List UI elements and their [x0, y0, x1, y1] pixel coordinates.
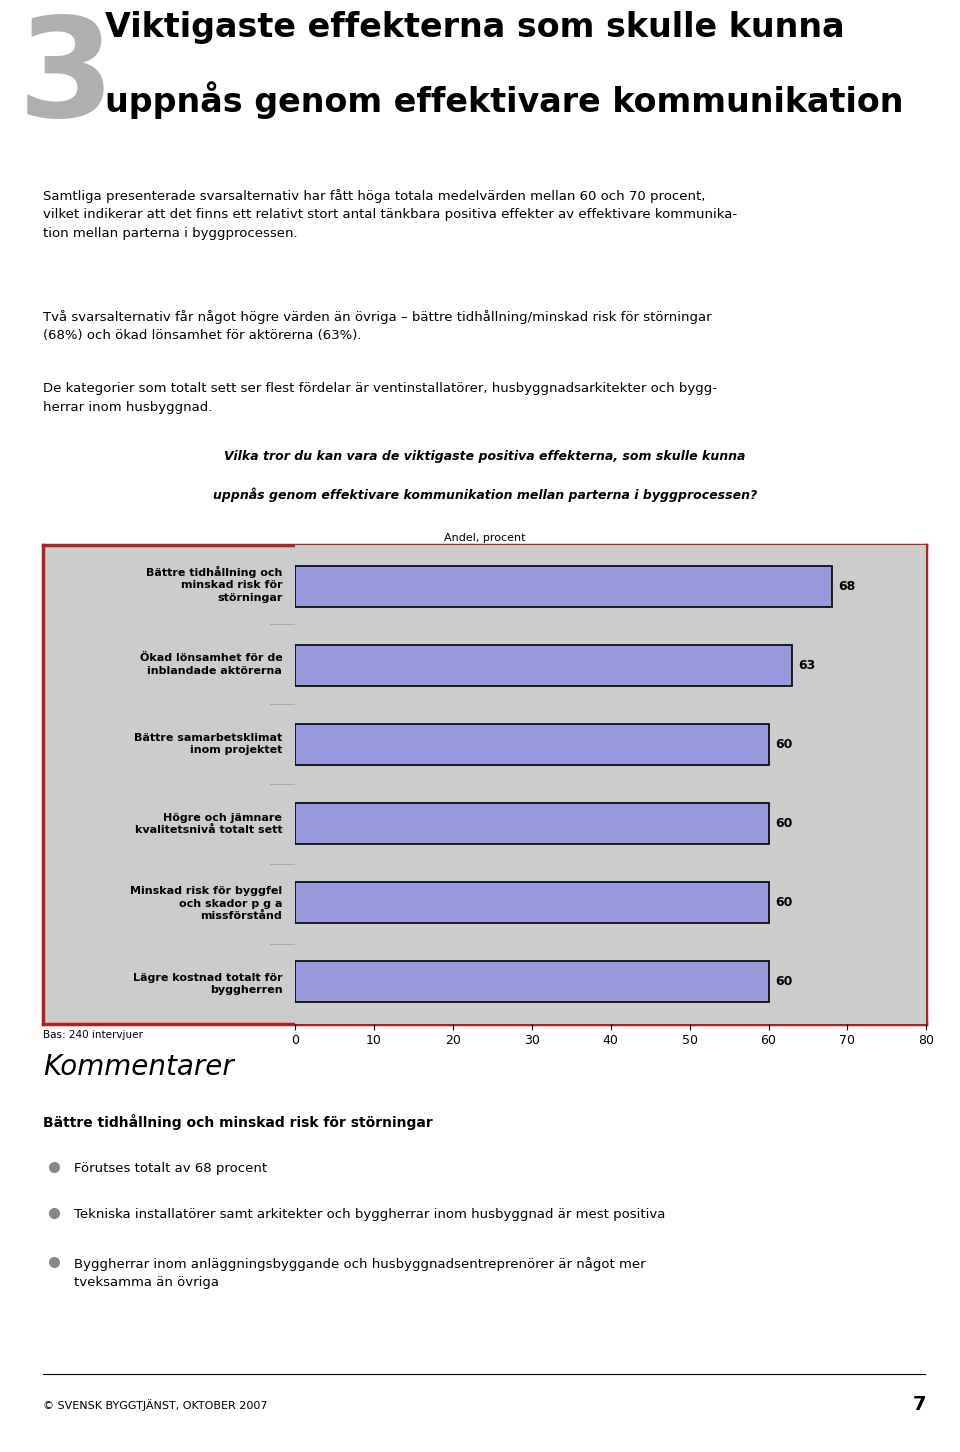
- Text: Minskad risk för byggfel
och skador p g a
missförstånd: Minskad risk för byggfel och skador p g …: [131, 886, 282, 922]
- Text: Samtliga presenterade svarsalternativ har fått höga totala medelvärden mellan 60: Samtliga presenterade svarsalternativ ha…: [43, 189, 737, 240]
- Text: Bas: 240 intervjuer: Bas: 240 intervjuer: [43, 1031, 143, 1040]
- Text: Andel, procent: Andel, procent: [444, 533, 525, 543]
- Text: Lägre kostnad totalt för
byggherren: Lägre kostnad totalt för byggherren: [132, 973, 282, 995]
- Text: Kommentarer: Kommentarer: [43, 1053, 234, 1080]
- Text: Viktigaste effekterna som skulle kunna: Viktigaste effekterna som skulle kunna: [105, 12, 845, 44]
- Text: 60: 60: [775, 738, 792, 751]
- Text: Byggherrar inom anläggningsbyggande och husbyggnadsentreprenörer är något mer
tv: Byggherrar inom anläggningsbyggande och …: [74, 1257, 646, 1289]
- Text: 60: 60: [775, 974, 792, 987]
- Text: Bättre samarbetsklimat
inom projektet: Bättre samarbetsklimat inom projektet: [134, 733, 282, 755]
- Text: 63: 63: [799, 659, 816, 672]
- Bar: [295, 566, 831, 607]
- Text: uppnås genom effektivare kommunikation mellan parterna i byggprocessen?: uppnås genom effektivare kommunikation m…: [213, 488, 756, 502]
- Text: 3: 3: [18, 12, 114, 147]
- Text: Bättre tidhållning och minskad risk för störningar: Bättre tidhållning och minskad risk för …: [43, 1114, 433, 1130]
- Text: Högre och jämnare
kvalitetsnivå totalt sett: Högre och jämnare kvalitetsnivå totalt s…: [134, 813, 282, 835]
- Text: Förutses totalt av 68 procent: Förutses totalt av 68 procent: [74, 1163, 267, 1176]
- Text: uppnås genom effektivare kommunikation: uppnås genom effektivare kommunikation: [105, 81, 903, 119]
- Text: 7: 7: [913, 1395, 926, 1414]
- Bar: [295, 803, 769, 844]
- Text: 60: 60: [775, 896, 792, 909]
- Bar: [295, 725, 769, 765]
- Text: 60: 60: [775, 817, 792, 831]
- Bar: [295, 961, 769, 1002]
- Text: Bättre tidhållning och
minskad risk för
störningar: Bättre tidhållning och minskad risk för …: [146, 566, 282, 603]
- Text: © SVENSK BYGGTJÄNST, OKTOBER 2007: © SVENSK BYGGTJÄNST, OKTOBER 2007: [43, 1398, 268, 1411]
- Text: De kategorier som totalt sett ser flest fördelar är ventinstallatörer, husbyggna: De kategorier som totalt sett ser flest …: [43, 382, 717, 414]
- Bar: [295, 881, 769, 923]
- Text: Ökad lönsamhet för de
inblandade aktörerna: Ökad lönsamhet för de inblandade aktörer…: [139, 653, 282, 675]
- Text: Vilka tror du kan vara de viktigaste positiva effekterna, som skulle kunna: Vilka tror du kan vara de viktigaste pos…: [224, 450, 746, 463]
- Text: Tekniska installatörer samt arkitekter och byggherrar inom husbyggnad är mest po: Tekniska installatörer samt arkitekter o…: [74, 1208, 665, 1221]
- Text: 68: 68: [838, 581, 855, 594]
- Text: Två svarsalternativ får något högre värden än övriga – bättre tidhållning/minska: Två svarsalternativ får något högre värd…: [43, 309, 711, 343]
- Bar: [295, 645, 792, 687]
